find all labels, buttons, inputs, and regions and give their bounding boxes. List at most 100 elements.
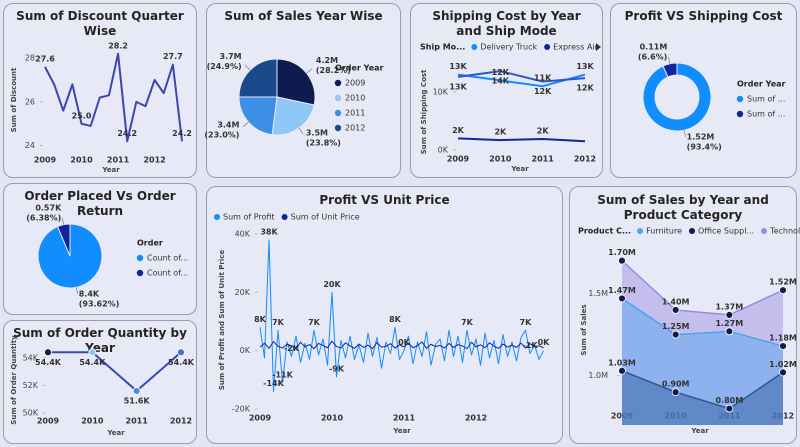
- x-tick-label: 2012: [170, 417, 192, 426]
- y-tick-label: 20K: [235, 288, 251, 297]
- data-label: 1.18M: [769, 334, 797, 343]
- data-label: -14K: [263, 379, 284, 388]
- point: [671, 388, 680, 397]
- chart-title: Profit VS Unit Price: [319, 193, 450, 207]
- pie-slice: [238, 58, 278, 98]
- x-axis-title: Year: [392, 427, 411, 435]
- leader-line: [683, 130, 687, 138]
- leader-line: [61, 217, 65, 225]
- chart-title: Order Placed Vs Order Return: [24, 189, 176, 218]
- data-label: 8.4K: [79, 290, 100, 299]
- y-axis-title: Sum of Profit and Sum of Unit Price: [218, 250, 226, 391]
- legend-label: 2012: [345, 124, 365, 133]
- x-tick-label: 2009: [37, 417, 60, 426]
- data-label: 13K: [576, 62, 594, 71]
- x-tick-label: 2010: [81, 417, 104, 426]
- pie-slice: [238, 96, 278, 136]
- legend-label: Count of...: [147, 269, 188, 278]
- point: [779, 342, 787, 351]
- line: [259, 340, 544, 350]
- legend-title: Order Year: [335, 64, 384, 73]
- legend-title: Ship Mo...: [420, 43, 465, 52]
- data-label: 1.52M: [687, 132, 715, 141]
- x-tick-label: 2012: [772, 412, 794, 421]
- legend-label: Delivery Truck: [480, 43, 537, 52]
- pie-slice: [56, 223, 71, 257]
- x-tick-label: 2011: [107, 156, 130, 165]
- panel: Sum of Order Quantity by Year: [3, 320, 197, 444]
- data-label: 7K: [520, 318, 533, 327]
- leader-line: [242, 121, 249, 128]
- legend-swatch: [334, 124, 342, 132]
- data-label: 7K: [308, 318, 321, 327]
- legend-swatch: [334, 79, 342, 87]
- data-label: 13K: [449, 82, 467, 91]
- y-tick-label: 10K: [433, 88, 449, 97]
- data-label: 54.4K: [35, 358, 62, 367]
- data-label-percent: (93.4%): [687, 142, 722, 151]
- panel: Shipping Cost by Year and Ship Mode: [410, 3, 603, 178]
- legend-label: 2009: [345, 79, 365, 88]
- y-axis-title: Sum of Discount: [10, 67, 18, 132]
- data-label: 14K: [492, 77, 510, 86]
- data-label: 1.03M: [608, 358, 636, 367]
- data-label: 7K: [272, 318, 285, 327]
- data-label: 38K: [260, 227, 278, 236]
- line: [457, 70, 586, 83]
- pie-slice: [276, 58, 316, 106]
- data-label: 28.2: [108, 41, 128, 50]
- leader-line: [306, 68, 313, 74]
- y-tick-label: 54K: [23, 353, 39, 362]
- area: [622, 370, 783, 425]
- x-tick-label: 2012: [143, 156, 165, 165]
- data-label: 8K: [254, 315, 267, 324]
- data-label: 1.52M: [769, 278, 797, 287]
- x-tick-label: 2011: [718, 412, 741, 421]
- x-tick-label: 2010: [665, 412, 688, 421]
- legend-swatch: [761, 228, 768, 234]
- legend-swatch: [471, 44, 478, 50]
- x-tick-label: 2012: [465, 414, 487, 423]
- legend-swatch: [736, 110, 744, 118]
- data-label: 0.57K: [35, 203, 62, 212]
- point: [725, 310, 734, 319]
- line: [621, 260, 784, 316]
- x-tick-label: 2009: [249, 414, 272, 423]
- data-label: 54.4K: [168, 358, 195, 367]
- legend-label: Furniture: [646, 227, 682, 236]
- legend-label: Sum of Profit: [223, 213, 275, 222]
- y-tick-label: 28: [25, 54, 35, 63]
- line: [457, 137, 586, 143]
- legend-swatch: [637, 228, 644, 234]
- panel: Sum of Sales by Year and Product Categor…: [569, 186, 797, 444]
- y-tick-label: 0K: [240, 346, 251, 355]
- point: [671, 306, 680, 314]
- line: [44, 52, 183, 143]
- legend-swatch: [689, 228, 695, 234]
- data-label: 1.40M: [662, 297, 690, 306]
- legend-scroll-arrow[interactable]: [596, 43, 601, 51]
- leader-line: [75, 287, 79, 295]
- data-label: 2K: [452, 126, 465, 135]
- pie-slice: [271, 96, 315, 136]
- legend-label: 2010: [345, 94, 365, 103]
- y-tick-label: 52K: [23, 381, 39, 390]
- data-label: 4.2M: [316, 56, 338, 65]
- legend-label: Sum of ...: [747, 110, 785, 119]
- data-label: 2K: [494, 128, 507, 137]
- panel: Profit VS Unit Price: [206, 186, 563, 444]
- data-label: 27.6: [35, 54, 55, 63]
- x-tick-label: 2011: [393, 414, 416, 423]
- y-tick-label: 1.0M: [588, 371, 608, 380]
- x-tick-label: 2009: [447, 155, 470, 164]
- point: [779, 368, 787, 377]
- data-label: -11K: [272, 370, 293, 379]
- y-tick-label: -20K: [232, 405, 251, 414]
- legend-label: 2011: [345, 109, 365, 118]
- point: [671, 330, 680, 339]
- data-label: 1.37M: [715, 302, 743, 311]
- donut-slice: [662, 62, 678, 78]
- data-label: -9K: [329, 364, 345, 373]
- leader-line: [667, 56, 671, 64]
